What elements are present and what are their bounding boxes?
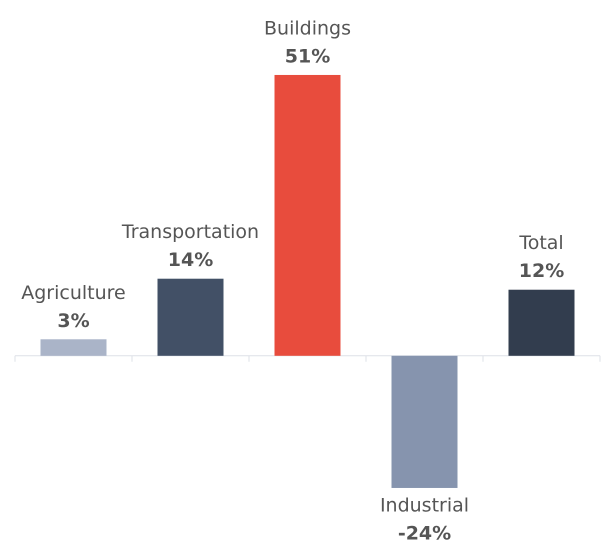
bar xyxy=(508,289,575,356)
category-label: Agriculture xyxy=(21,282,126,304)
value-label: -24% xyxy=(398,522,451,544)
value-label: 14% xyxy=(168,249,213,271)
bar xyxy=(274,74,341,356)
bar xyxy=(157,278,224,356)
category-label: Transportation xyxy=(121,221,259,243)
category-label: Total xyxy=(518,232,563,254)
category-label: Buildings xyxy=(264,17,351,39)
bar xyxy=(391,355,458,488)
category-label: Industrial xyxy=(380,494,469,516)
value-label: 51% xyxy=(285,45,330,67)
value-label: 12% xyxy=(519,260,564,282)
bar xyxy=(40,339,107,356)
value-label: 3% xyxy=(57,310,89,332)
